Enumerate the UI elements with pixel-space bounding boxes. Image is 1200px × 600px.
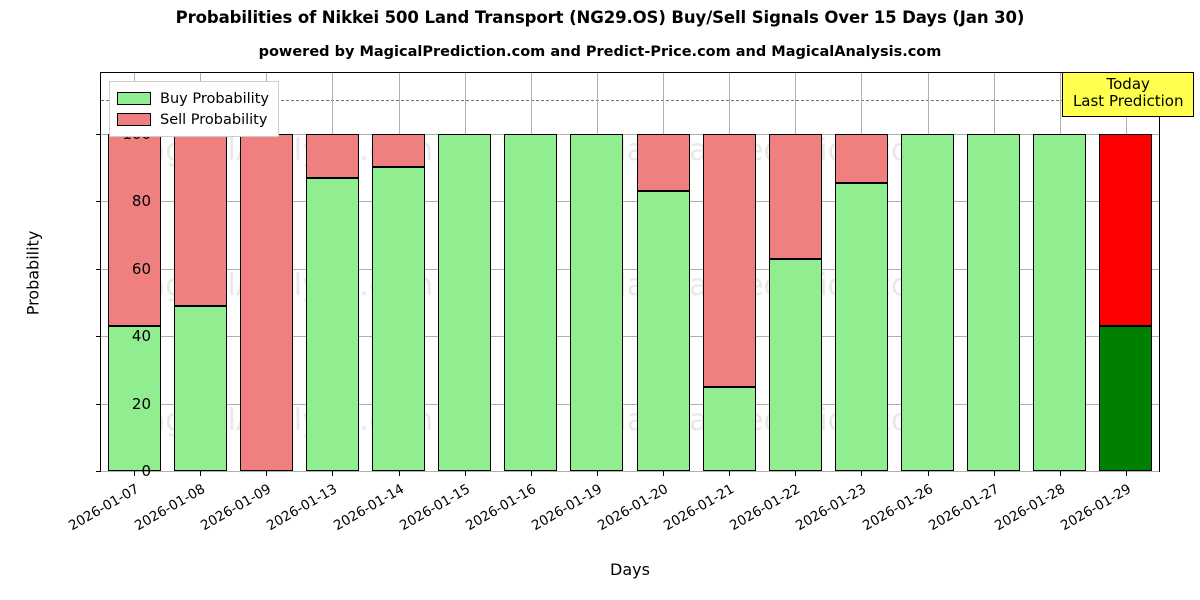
bar-column: [305, 73, 359, 471]
y-gridline: [101, 268, 1159, 270]
bar-segment-sell: [372, 133, 425, 168]
bar-segment-sell: [305, 133, 359, 178]
y-tick-label: 80: [131, 192, 151, 211]
bar-column: [702, 73, 756, 471]
x-tick-mark: [398, 471, 400, 476]
bar-segment-buy: [901, 133, 954, 471]
bar-column: [239, 73, 293, 471]
y-tick-label: 20: [131, 394, 151, 413]
chart-title: Probabilities of Nikkei 500 Land Transpo…: [175, 8, 1025, 27]
y-gridline: [101, 471, 1159, 472]
today-last-prediction-annotation: Today Last Prediction: [1061, 72, 1195, 117]
bars-layer: [101, 73, 1159, 471]
bar-column: [570, 73, 624, 471]
bar-column: [173, 73, 227, 471]
y-tick-mark: [96, 201, 101, 203]
x-tick-mark: [596, 471, 598, 476]
x-tick-mark: [530, 471, 532, 476]
bar-segment-buy: [768, 258, 822, 471]
x-tick-mark: [464, 471, 466, 476]
y-gridline: [101, 403, 1159, 405]
reference-dashed-line: [101, 99, 1159, 101]
y-axis-label: Probability: [23, 230, 43, 316]
y-gridline: [101, 336, 1159, 338]
bar-segment-buy: [702, 386, 756, 471]
legend-swatch-buy: [117, 92, 151, 105]
bar-segment-sell-today: [1099, 133, 1153, 326]
x-tick-mark: [266, 471, 268, 476]
x-tick-mark: [134, 471, 136, 476]
x-tick-mark: [993, 471, 995, 476]
x-tick-mark: [332, 471, 334, 476]
bar-segment-buy: [173, 305, 227, 471]
legend-item-sell: Sell Probability: [117, 109, 269, 130]
bar-segment-buy-today: [1099, 325, 1153, 471]
y-gridline: [101, 133, 1159, 135]
bar-column: [504, 73, 558, 471]
x-tick-mark: [795, 471, 797, 476]
today-annotation-line2: Last Prediction: [1072, 92, 1184, 111]
bar-segment-buy: [305, 177, 359, 471]
bar-segment-sell: [173, 133, 227, 306]
legend-label-sell: Sell Probability: [160, 111, 268, 128]
legend-swatch-sell: [117, 113, 151, 126]
bar-segment-sell: [768, 133, 822, 259]
bar-segment-sell: [702, 133, 756, 387]
x-tick-mark: [200, 471, 202, 476]
bar-segment-sell: [107, 133, 161, 326]
y-gridline: [101, 201, 1159, 203]
bar-segment-buy: [438, 133, 492, 471]
x-tick-mark: [729, 471, 731, 476]
y-tick-label: 60: [131, 259, 151, 278]
chart-subtitle: powered by MagicalPrediction.com and Pre…: [258, 44, 942, 60]
bar-column: [438, 73, 492, 471]
bar-segment-buy: [372, 167, 425, 471]
x-tick-mark: [1059, 471, 1061, 476]
bar-segment-sell: [636, 133, 690, 192]
plot-area: MagicalAnalysis.comMagicalPrediction.com…: [24, 72, 1160, 534]
bar-segment-buy: [570, 133, 624, 471]
bar-column: [768, 73, 822, 471]
bar-segment-buy: [1033, 133, 1087, 471]
bar-segment-sell: [834, 133, 888, 183]
legend-item-buy: Buy Probability: [117, 88, 269, 109]
bar-column: [1033, 73, 1087, 471]
bar-segment-buy: [967, 133, 1021, 471]
y-tick-mark: [96, 133, 101, 135]
y-tick-label: 0: [141, 462, 151, 480]
legend-label-buy: Buy Probability: [160, 90, 269, 107]
bar-segment-buy: [636, 191, 690, 471]
x-axis-label: Days: [610, 560, 650, 579]
bar-column: [967, 73, 1021, 471]
y-tick-mark: [96, 336, 101, 338]
bar-column: [372, 73, 425, 471]
y-tick-mark: [96, 268, 101, 270]
chart-legend: Buy Probability Sell Probability: [109, 81, 279, 137]
x-tick-mark: [1125, 471, 1127, 476]
y-tick-mark: [96, 471, 101, 472]
bar-segment-sell: [239, 133, 293, 471]
x-tick-mark: [927, 471, 929, 476]
bar-segment-buy: [834, 182, 888, 471]
bar-segment-buy: [107, 325, 161, 471]
x-tick-mark: [861, 471, 863, 476]
today-annotation-line1: Today: [1106, 75, 1150, 93]
bar-today: [1099, 73, 1153, 471]
bar-column: [107, 73, 161, 471]
x-tick-mark: [663, 471, 665, 476]
y-tick-mark: [96, 403, 101, 405]
bar-column: [636, 73, 690, 471]
y-tick-label: 40: [131, 327, 151, 346]
bar-column: [901, 73, 954, 471]
bar-segment-buy: [504, 133, 558, 471]
bar-column: [834, 73, 888, 471]
